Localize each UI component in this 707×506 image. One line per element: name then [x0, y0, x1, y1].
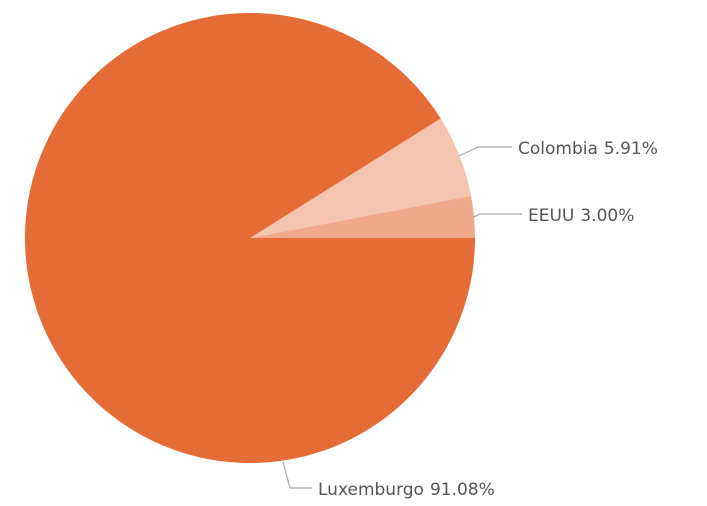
- pie-slice: [250, 195, 475, 238]
- leader-line: [473, 213, 522, 218]
- slice-value: 5.91%: [604, 139, 658, 159]
- slice-name: Colombia: [518, 139, 598, 159]
- pie-slice: [250, 118, 472, 238]
- slice-value: 91.08%: [430, 480, 495, 500]
- leader-line: [459, 146, 512, 157]
- slice-label: EEUU 3.00%: [528, 206, 634, 226]
- leader-line: [282, 461, 312, 489]
- slice-name: EEUU: [528, 206, 574, 226]
- pie-slice: [25, 13, 475, 464]
- slice-label: Colombia 5.91%: [518, 139, 658, 159]
- slice-label: Luxemburgo 91.08%: [318, 480, 495, 500]
- slice-name: Luxemburgo: [318, 480, 424, 500]
- slice-value: 3.00%: [580, 206, 634, 226]
